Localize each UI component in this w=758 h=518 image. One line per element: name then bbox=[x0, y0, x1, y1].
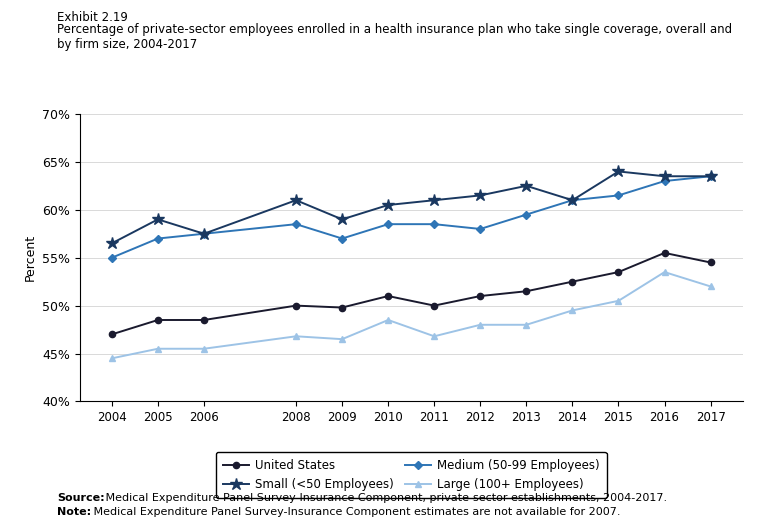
Text: Exhibit 2.19: Exhibit 2.19 bbox=[57, 11, 128, 24]
Large (100+ Employees) bbox=[706, 283, 715, 290]
Text: Source:: Source: bbox=[57, 493, 105, 503]
United States bbox=[476, 293, 485, 299]
United States bbox=[522, 288, 531, 294]
Large (100+ Employees) bbox=[337, 336, 346, 342]
Small (<50 Employees) bbox=[476, 192, 485, 198]
United States bbox=[153, 317, 162, 323]
Large (100+ Employees) bbox=[660, 269, 669, 275]
Large (100+ Employees) bbox=[153, 346, 162, 352]
Large (100+ Employees) bbox=[614, 298, 623, 304]
United States bbox=[568, 279, 577, 285]
Large (100+ Employees) bbox=[108, 355, 117, 362]
Large (100+ Employees) bbox=[199, 346, 208, 352]
Line: United States: United States bbox=[108, 250, 714, 338]
Medium (50-99 Employees) bbox=[476, 226, 485, 232]
United States bbox=[660, 250, 669, 256]
Small (<50 Employees) bbox=[153, 216, 162, 222]
Medium (50-99 Employees) bbox=[522, 211, 531, 218]
United States bbox=[706, 260, 715, 266]
Medium (50-99 Employees) bbox=[706, 173, 715, 179]
Legend: United States, Small (<50 Employees), Medium (50-99 Employees), Large (100+ Empl: United States, Small (<50 Employees), Me… bbox=[216, 452, 606, 498]
Line: Large (100+ Employees): Large (100+ Employees) bbox=[108, 269, 714, 362]
United States bbox=[199, 317, 208, 323]
United States bbox=[384, 293, 393, 299]
Medium (50-99 Employees) bbox=[614, 192, 623, 198]
United States bbox=[292, 303, 301, 309]
Large (100+ Employees) bbox=[568, 307, 577, 313]
Line: Medium (50-99 Employees): Medium (50-99 Employees) bbox=[108, 173, 714, 261]
Medium (50-99 Employees) bbox=[430, 221, 439, 227]
Small (<50 Employees) bbox=[384, 202, 393, 208]
Y-axis label: Percent: Percent bbox=[23, 234, 36, 281]
Small (<50 Employees) bbox=[660, 173, 669, 179]
Large (100+ Employees) bbox=[292, 333, 301, 339]
Large (100+ Employees) bbox=[430, 333, 439, 339]
Large (100+ Employees) bbox=[522, 322, 531, 328]
United States bbox=[108, 332, 117, 338]
United States bbox=[614, 269, 623, 275]
Small (<50 Employees) bbox=[614, 168, 623, 175]
Small (<50 Employees) bbox=[430, 197, 439, 203]
Medium (50-99 Employees) bbox=[660, 178, 669, 184]
Small (<50 Employees) bbox=[706, 173, 715, 179]
Small (<50 Employees) bbox=[337, 216, 346, 222]
Text: Medical Expenditure Panel Survey-Insurance Component estimates are not available: Medical Expenditure Panel Survey-Insuran… bbox=[90, 507, 621, 516]
Line: Small (<50 Employees): Small (<50 Employees) bbox=[105, 165, 717, 250]
Medium (50-99 Employees) bbox=[337, 235, 346, 241]
Small (<50 Employees) bbox=[108, 240, 117, 247]
Medium (50-99 Employees) bbox=[292, 221, 301, 227]
Small (<50 Employees) bbox=[199, 231, 208, 237]
Small (<50 Employees) bbox=[568, 197, 577, 203]
Medium (50-99 Employees) bbox=[568, 197, 577, 203]
Text: Note:: Note: bbox=[57, 507, 91, 516]
Medium (50-99 Employees) bbox=[108, 254, 117, 261]
Large (100+ Employees) bbox=[384, 317, 393, 323]
Small (<50 Employees) bbox=[522, 183, 531, 189]
Medium (50-99 Employees) bbox=[384, 221, 393, 227]
United States bbox=[430, 303, 439, 309]
Medium (50-99 Employees) bbox=[199, 231, 208, 237]
Text: Medical Expenditure Panel Survey-Insurance Component, private-sector establishme: Medical Expenditure Panel Survey-Insuran… bbox=[102, 493, 667, 503]
Large (100+ Employees) bbox=[476, 322, 485, 328]
Text: Percentage of private-sector employees enrolled in a health insurance plan who t: Percentage of private-sector employees e… bbox=[57, 23, 732, 51]
Small (<50 Employees) bbox=[292, 197, 301, 203]
Medium (50-99 Employees) bbox=[153, 235, 162, 241]
United States bbox=[337, 305, 346, 311]
